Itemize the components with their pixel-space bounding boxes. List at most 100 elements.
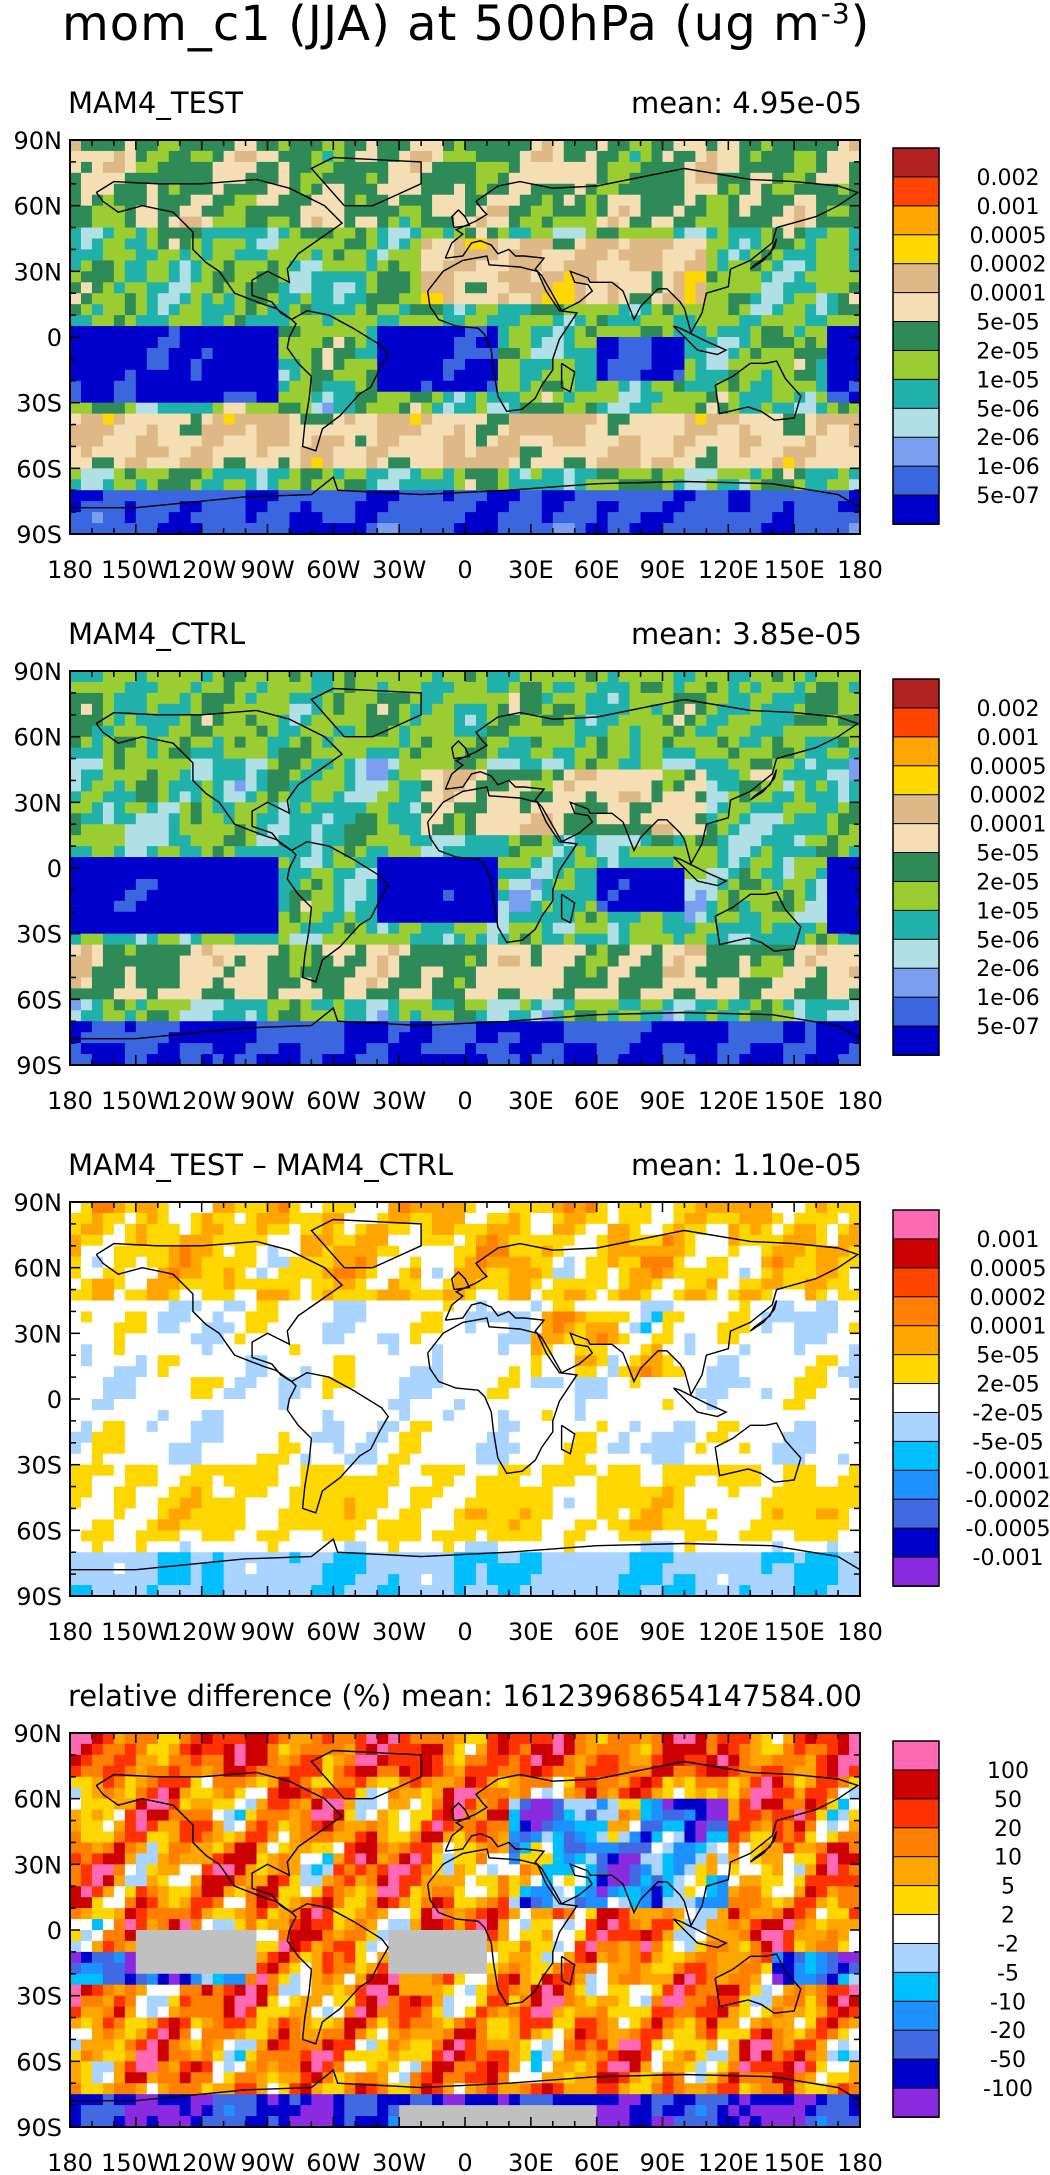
field-cell: [574, 424, 587, 437]
field-cell: [684, 1043, 697, 1055]
field-cell: [750, 523, 762, 535]
field-cell: [267, 900, 280, 913]
field-cell: [563, 846, 576, 858]
field-cell: [256, 736, 269, 749]
field-cell: [311, 347, 323, 360]
field-cell: [256, 922, 269, 935]
field-cell: [278, 977, 291, 989]
field-cell: [157, 681, 170, 694]
field-cell: [135, 714, 148, 727]
field-cell: [651, 238, 664, 251]
field-cell: [651, 172, 664, 185]
field-cell: [651, 835, 664, 847]
field-cell: [508, 424, 521, 437]
field-cell: [454, 337, 466, 349]
field-cell: [366, 835, 378, 847]
field-cell: [475, 944, 488, 957]
field-cell: [366, 955, 378, 968]
field-cell: [388, 358, 400, 371]
field-cell: [267, 512, 280, 524]
field-cell: [486, 758, 499, 771]
field-cell: [267, 692, 280, 705]
field-cell: [344, 857, 356, 869]
field-cell: [146, 966, 159, 979]
field-cell: [761, 347, 773, 360]
field-cell: [695, 227, 707, 240]
field-cell: [541, 791, 554, 803]
field-cell: [91, 988, 104, 1000]
field-cell: [333, 922, 345, 935]
field-cell: [640, 1032, 653, 1044]
field-cell: [497, 304, 510, 316]
field-cell: [465, 977, 477, 989]
field-cell: [421, 501, 433, 513]
field-cell: [146, 1010, 159, 1022]
field-cell: [717, 326, 729, 338]
field-cell: [805, 194, 817, 207]
field-cell: [322, 681, 334, 694]
field-cell: [443, 802, 455, 814]
field-cell: [827, 446, 839, 458]
field-cell: [849, 358, 861, 371]
field-cell: [432, 413, 444, 426]
field-cell: [70, 1054, 82, 1066]
field-cell: [135, 1010, 148, 1022]
field-cell: [596, 922, 609, 935]
field-cell: [168, 878, 181, 891]
field-cell: [629, 424, 642, 437]
field-cell: [223, 900, 236, 913]
field-cell: [607, 271, 620, 283]
field-cell: [519, 714, 532, 727]
field-cell: [739, 791, 751, 803]
field-cell: [618, 922, 631, 935]
field-cell: [728, 523, 740, 535]
field-cell: [519, 824, 532, 836]
field-cell: [146, 337, 159, 349]
field-cell: [849, 282, 861, 294]
field-cell: [454, 846, 466, 858]
field-cell: [827, 479, 839, 491]
field-cell: [673, 988, 686, 1000]
field-cell: [497, 490, 510, 502]
field-cell: [388, 933, 400, 946]
colorbar-swatch: [892, 494, 940, 525]
field-cell: [849, 194, 861, 207]
field-cell: [432, 758, 444, 771]
field-cell: [256, 183, 269, 196]
field-cell: [388, 911, 400, 924]
field-cell: [399, 501, 411, 513]
field-cell: [728, 988, 740, 1000]
field-cell: [574, 835, 587, 847]
field-cell: [168, 1021, 181, 1033]
field-cell: [102, 326, 115, 338]
field-cell: [508, 703, 521, 716]
field-cell: [113, 358, 126, 371]
field-cell: [432, 857, 444, 869]
field-cell: [618, 878, 631, 891]
field-cell: [618, 944, 631, 957]
field-cell: [300, 977, 312, 989]
field-cell: [322, 172, 334, 185]
field-cell: [223, 857, 236, 869]
field-cell: [432, 358, 444, 371]
field-cell: [366, 216, 378, 229]
field-cell: [201, 150, 214, 163]
field-cell: [157, 150, 170, 163]
field-cell: [454, 1010, 466, 1022]
field-cell: [475, 1032, 488, 1044]
field-cell: [377, 413, 389, 426]
colorbar-label: 5e-05: [976, 311, 1039, 336]
field-cell: [289, 769, 302, 782]
field-cell: [113, 1043, 126, 1055]
field-cell: [519, 922, 532, 935]
field-cell: [739, 802, 751, 814]
field-cell: [377, 457, 389, 469]
field-cell: [695, 955, 707, 968]
field-cell: [256, 1032, 269, 1044]
field-cell: [432, 878, 444, 891]
field-cell: [432, 183, 444, 196]
field-cell: [355, 347, 367, 360]
field-cell: [530, 900, 543, 913]
field-cell: [190, 304, 203, 316]
field-cell: [146, 747, 159, 760]
